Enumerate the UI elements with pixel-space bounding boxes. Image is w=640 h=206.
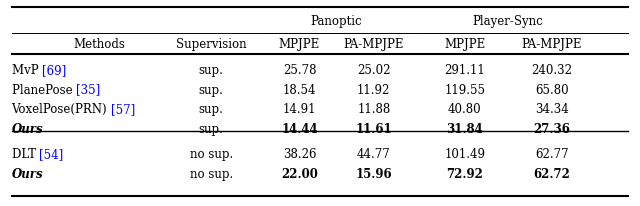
- Text: Player-Sync: Player-Sync: [473, 15, 543, 28]
- Text: Supervision: Supervision: [176, 38, 246, 51]
- Text: [35]: [35]: [76, 83, 100, 96]
- Text: [57]: [57]: [111, 103, 135, 116]
- Text: no sup.: no sup.: [189, 168, 233, 180]
- Text: 25.78: 25.78: [283, 64, 316, 76]
- Text: 14.91: 14.91: [283, 103, 316, 116]
- Text: PA-MPJPE: PA-MPJPE: [522, 38, 582, 51]
- Text: 11.61: 11.61: [355, 122, 392, 135]
- Text: sup.: sup.: [199, 83, 223, 96]
- Text: 14.44: 14.44: [281, 122, 318, 135]
- Text: 62.77: 62.77: [535, 147, 568, 160]
- Text: MvP: MvP: [12, 64, 42, 76]
- Text: no sup.: no sup.: [189, 147, 233, 160]
- Text: MPJPE: MPJPE: [279, 38, 320, 51]
- Text: DLT: DLT: [12, 147, 39, 160]
- Text: 101.49: 101.49: [444, 147, 485, 160]
- Text: sup.: sup.: [199, 122, 223, 135]
- Text: [54]: [54]: [39, 147, 63, 160]
- Text: 291.11: 291.11: [444, 64, 485, 76]
- Text: Panoptic: Panoptic: [311, 15, 362, 28]
- Text: 31.84: 31.84: [446, 122, 483, 135]
- Text: 119.55: 119.55: [444, 83, 485, 96]
- Text: Ours: Ours: [12, 122, 43, 135]
- Text: 11.88: 11.88: [357, 103, 390, 116]
- Text: 65.80: 65.80: [535, 83, 568, 96]
- Text: MPJPE: MPJPE: [444, 38, 485, 51]
- Text: 27.36: 27.36: [533, 122, 570, 135]
- Text: 34.34: 34.34: [535, 103, 568, 116]
- Text: 18.54: 18.54: [283, 83, 316, 96]
- Text: VoxelPose(PRN): VoxelPose(PRN): [12, 103, 111, 116]
- Text: [69]: [69]: [42, 64, 66, 76]
- Text: sup.: sup.: [199, 64, 223, 76]
- Text: 62.72: 62.72: [533, 168, 570, 180]
- Text: 15.96: 15.96: [355, 168, 392, 180]
- Text: 240.32: 240.32: [531, 64, 572, 76]
- Text: 38.26: 38.26: [283, 147, 316, 160]
- Text: 44.77: 44.77: [357, 147, 390, 160]
- Text: Methods: Methods: [73, 38, 125, 51]
- Text: 25.02: 25.02: [357, 64, 390, 76]
- Text: 40.80: 40.80: [448, 103, 481, 116]
- Text: Ours: Ours: [12, 168, 43, 180]
- Text: PA-MPJPE: PA-MPJPE: [344, 38, 404, 51]
- Text: PlanePose: PlanePose: [12, 83, 76, 96]
- Text: 11.92: 11.92: [357, 83, 390, 96]
- Text: 22.00: 22.00: [281, 168, 318, 180]
- Text: sup.: sup.: [199, 103, 223, 116]
- Text: 72.92: 72.92: [446, 168, 483, 180]
